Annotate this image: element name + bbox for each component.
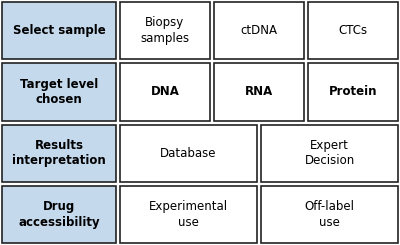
Text: Target level
chosen: Target level chosen: [20, 78, 98, 106]
Text: ctDNA: ctDNA: [240, 24, 278, 37]
Bar: [214, 63, 304, 121]
Text: CTCs: CTCs: [338, 24, 368, 37]
Text: Results
interpretation: Results interpretation: [12, 139, 106, 167]
Text: Database: Database: [160, 147, 217, 160]
Text: Drug
accessibility: Drug accessibility: [18, 200, 100, 229]
Text: Biopsy
samples: Biopsy samples: [140, 16, 190, 45]
Bar: [2, 63, 116, 121]
Bar: [308, 2, 398, 59]
Bar: [2, 124, 116, 182]
Text: Off-label
use: Off-label use: [304, 200, 354, 229]
Bar: [120, 124, 257, 182]
Text: DNA: DNA: [150, 85, 180, 98]
Bar: [261, 186, 398, 243]
Bar: [2, 186, 116, 243]
Text: RNA: RNA: [245, 85, 273, 98]
Text: Expert
Decision: Expert Decision: [304, 139, 355, 167]
Bar: [214, 2, 304, 59]
Text: Select sample: Select sample: [13, 24, 105, 37]
Bar: [120, 2, 210, 59]
Bar: [261, 124, 398, 182]
Bar: [2, 2, 116, 59]
Text: Experimental
use: Experimental use: [149, 200, 228, 229]
Bar: [120, 186, 257, 243]
Text: Protein: Protein: [329, 85, 377, 98]
Bar: [120, 63, 210, 121]
Bar: [308, 63, 398, 121]
